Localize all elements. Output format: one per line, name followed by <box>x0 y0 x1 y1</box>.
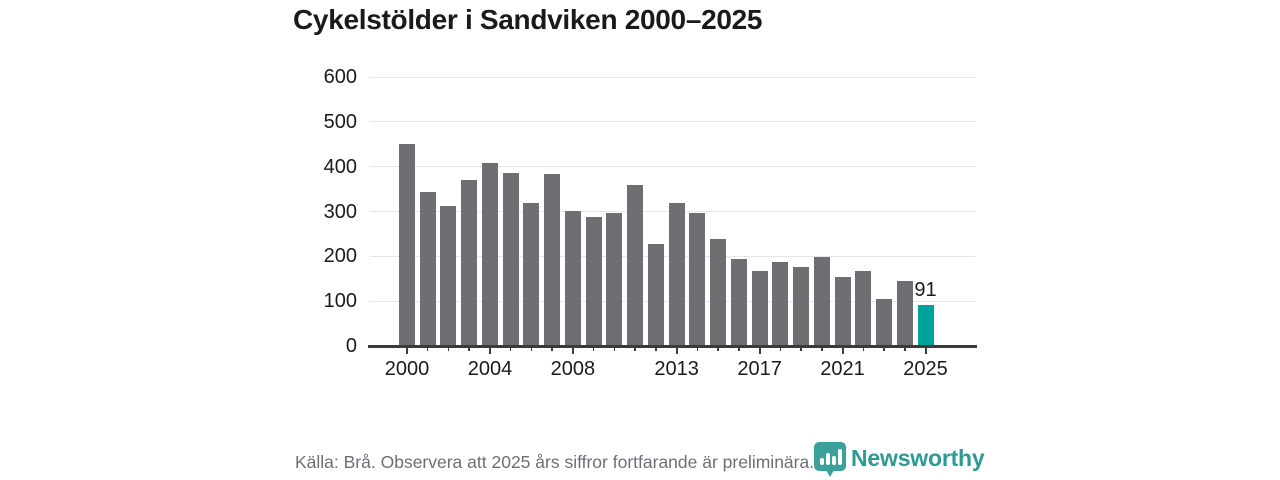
x-tick-2000 <box>406 347 408 354</box>
y-axis-label-100: 100 <box>323 290 357 313</box>
gridline-600 <box>370 76 975 78</box>
bar-2021 <box>834 277 851 346</box>
x-tick-2014 <box>696 347 699 351</box>
x-tick-2004 <box>488 347 491 354</box>
logo-wordmark: Newsworthy <box>851 445 985 471</box>
y-axis-label-300: 300 <box>323 200 357 223</box>
bar-2022 <box>855 270 872 346</box>
x-axis-label-2017: 2017 <box>737 358 782 380</box>
bar-2013 <box>668 202 685 346</box>
source-note: Källa: Brå. Observera att 2025 års siffr… <box>295 452 815 472</box>
x-tick-2006 <box>530 347 533 351</box>
x-axis-line <box>368 345 977 348</box>
x-tick-2003 <box>468 347 470 351</box>
newsworthy-logo: Newsworthy <box>814 441 990 479</box>
y-axis-label-400: 400 <box>323 155 357 178</box>
bar-2002 <box>440 206 457 346</box>
x-axis-label-2008: 2008 <box>550 358 596 380</box>
bar-2025 <box>917 305 934 346</box>
bar-2011 <box>627 184 644 346</box>
x-axis-label-2021: 2021 <box>820 358 865 380</box>
value-label-2025: 91 <box>914 279 937 302</box>
bar-2016 <box>730 258 747 346</box>
x-axis-label-2000: 2000 <box>384 358 430 380</box>
bar-2014 <box>689 212 706 346</box>
bar-2009 <box>585 217 602 346</box>
bar-2019 <box>793 267 810 346</box>
x-tick-2022 <box>862 347 865 351</box>
y-axis-label-200: 200 <box>323 245 357 268</box>
y-axis-label-500: 500 <box>323 110 357 133</box>
x-tick-2009 <box>592 347 595 351</box>
bar-2018 <box>772 262 789 346</box>
bar-2023 <box>876 298 893 346</box>
x-tick-2020 <box>821 347 823 351</box>
bar-2020 <box>813 256 830 346</box>
x-tick-2019 <box>800 347 802 351</box>
gridline-400 <box>370 166 975 168</box>
y-axis-label-0: 0 <box>345 335 357 357</box>
y-axis-label-600: 600 <box>323 66 357 88</box>
chart-title: Cykelstölder i Sandviken 2000–2025 <box>293 4 763 35</box>
bar-2024 <box>896 281 913 346</box>
x-tick-2005 <box>509 347 512 351</box>
x-tick-2015 <box>717 347 719 351</box>
bar-2001 <box>419 191 436 346</box>
bar-2004 <box>481 163 498 346</box>
x-tick-2013 <box>675 347 678 354</box>
bar-2012 <box>647 244 664 346</box>
x-axis-label-2013: 2013 <box>654 358 699 380</box>
x-tick-2016 <box>738 347 740 351</box>
x-tick-2024 <box>904 347 906 351</box>
bar-2017 <box>751 270 768 346</box>
x-tick-2001 <box>426 347 429 351</box>
bar-2000 <box>399 144 415 346</box>
bar-2015 <box>710 239 727 346</box>
gridline-500 <box>370 121 975 123</box>
x-tick-2007 <box>551 347 553 351</box>
bar-2006 <box>523 202 540 346</box>
bar-2005 <box>502 172 519 346</box>
bar-2010 <box>606 212 623 346</box>
x-axis-label-2004: 2004 <box>467 358 513 380</box>
x-tick-2021 <box>841 347 844 354</box>
x-tick-2018 <box>779 347 782 351</box>
bar-2003 <box>461 179 478 346</box>
x-tick-2010 <box>613 347 616 351</box>
x-tick-2023 <box>883 347 885 351</box>
x-tick-2011 <box>634 347 636 351</box>
x-tick-2025 <box>924 347 927 354</box>
x-tick-2017 <box>758 347 761 354</box>
bar-2008 <box>564 211 581 346</box>
x-tick-2008 <box>571 347 574 354</box>
x-axis-label-2025: 2025 <box>903 358 948 380</box>
x-tick-2012 <box>655 347 657 351</box>
bar-chart-pin-icon <box>814 442 846 480</box>
x-tick-2002 <box>447 347 450 351</box>
plot-area <box>370 76 975 346</box>
bar-2007 <box>544 174 561 346</box>
